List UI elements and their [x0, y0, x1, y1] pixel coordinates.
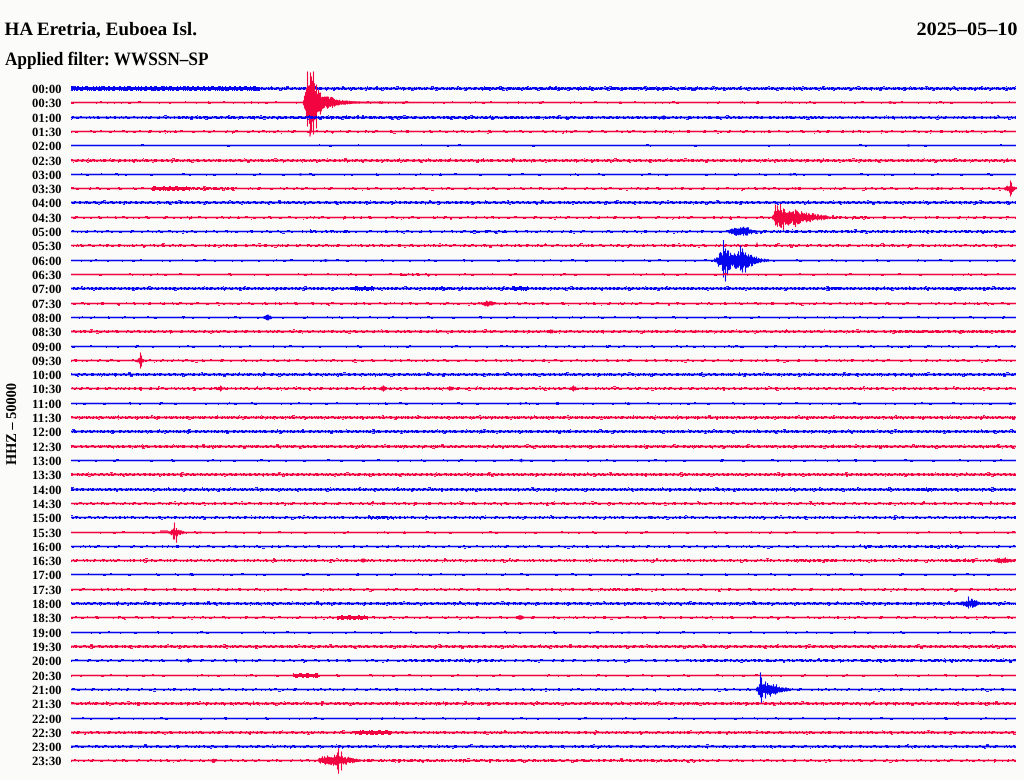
svg-text:00:00: 00:00 [32, 82, 62, 96]
svg-text:21:00: 21:00 [32, 683, 62, 697]
svg-text:18:30: 18:30 [32, 611, 62, 625]
svg-text:13:30: 13:30 [32, 468, 62, 482]
svg-text:06:00: 06:00 [32, 254, 62, 268]
svg-text:07:00: 07:00 [32, 282, 62, 296]
svg-text:16:00: 16:00 [32, 540, 62, 554]
svg-text:22:00: 22:00 [32, 712, 62, 726]
svg-text:15:30: 15:30 [32, 526, 62, 540]
svg-text:19:30: 19:30 [32, 640, 62, 654]
svg-text:HHZ – 50000: HHZ – 50000 [4, 383, 20, 465]
svg-text:14:00: 14:00 [32, 483, 62, 497]
svg-text:08:30: 08:30 [32, 325, 62, 339]
svg-text:03:30: 03:30 [32, 182, 62, 196]
svg-text:21:30: 21:30 [32, 697, 62, 711]
svg-text:08:00: 08:00 [32, 311, 62, 325]
svg-text:11:30: 11:30 [32, 411, 62, 425]
svg-text:18:00: 18:00 [32, 597, 62, 611]
svg-text:HA Eretria, Euboea Isl.: HA Eretria, Euboea Isl. [5, 19, 198, 40]
svg-text:12:30: 12:30 [32, 440, 62, 454]
svg-text:10:00: 10:00 [32, 368, 62, 382]
svg-text:09:00: 09:00 [32, 340, 62, 354]
svg-text:16:30: 16:30 [32, 554, 62, 568]
svg-text:20:00: 20:00 [32, 654, 62, 668]
svg-text:05:00: 05:00 [32, 225, 62, 239]
svg-text:10:30: 10:30 [32, 382, 62, 396]
svg-text:01:30: 01:30 [32, 125, 62, 139]
svg-text:23:30: 23:30 [32, 754, 62, 768]
svg-text:19:00: 19:00 [32, 626, 62, 640]
svg-text:11:00: 11:00 [32, 397, 62, 411]
svg-text:17:30: 17:30 [32, 583, 62, 597]
svg-text:02:00: 02:00 [32, 139, 62, 153]
svg-text:20:30: 20:30 [32, 669, 62, 683]
svg-text:03:00: 03:00 [32, 168, 62, 182]
svg-text:04:00: 04:00 [32, 196, 62, 210]
svg-text:23:00: 23:00 [32, 740, 62, 754]
svg-text:05:30: 05:30 [32, 239, 62, 253]
svg-text:04:30: 04:30 [32, 211, 62, 225]
svg-text:01:00: 01:00 [32, 111, 62, 125]
svg-text:17:00: 17:00 [32, 568, 62, 582]
svg-text:13:00: 13:00 [32, 454, 62, 468]
svg-text:22:30: 22:30 [32, 726, 62, 740]
svg-text:12:00: 12:00 [32, 425, 62, 439]
svg-text:02:30: 02:30 [32, 154, 62, 168]
svg-text:15:00: 15:00 [32, 511, 62, 525]
svg-text:2025–05–10: 2025–05–10 [917, 19, 1018, 40]
svg-text:00:30: 00:30 [32, 96, 62, 110]
svg-text:14:30: 14:30 [32, 497, 62, 511]
svg-text:09:30: 09:30 [32, 354, 62, 368]
svg-text:06:30: 06:30 [32, 268, 62, 282]
svg-text:07:30: 07:30 [32, 297, 62, 311]
svg-text:Applied filter: WWSSN–SP: Applied filter: WWSSN–SP [5, 49, 209, 70]
